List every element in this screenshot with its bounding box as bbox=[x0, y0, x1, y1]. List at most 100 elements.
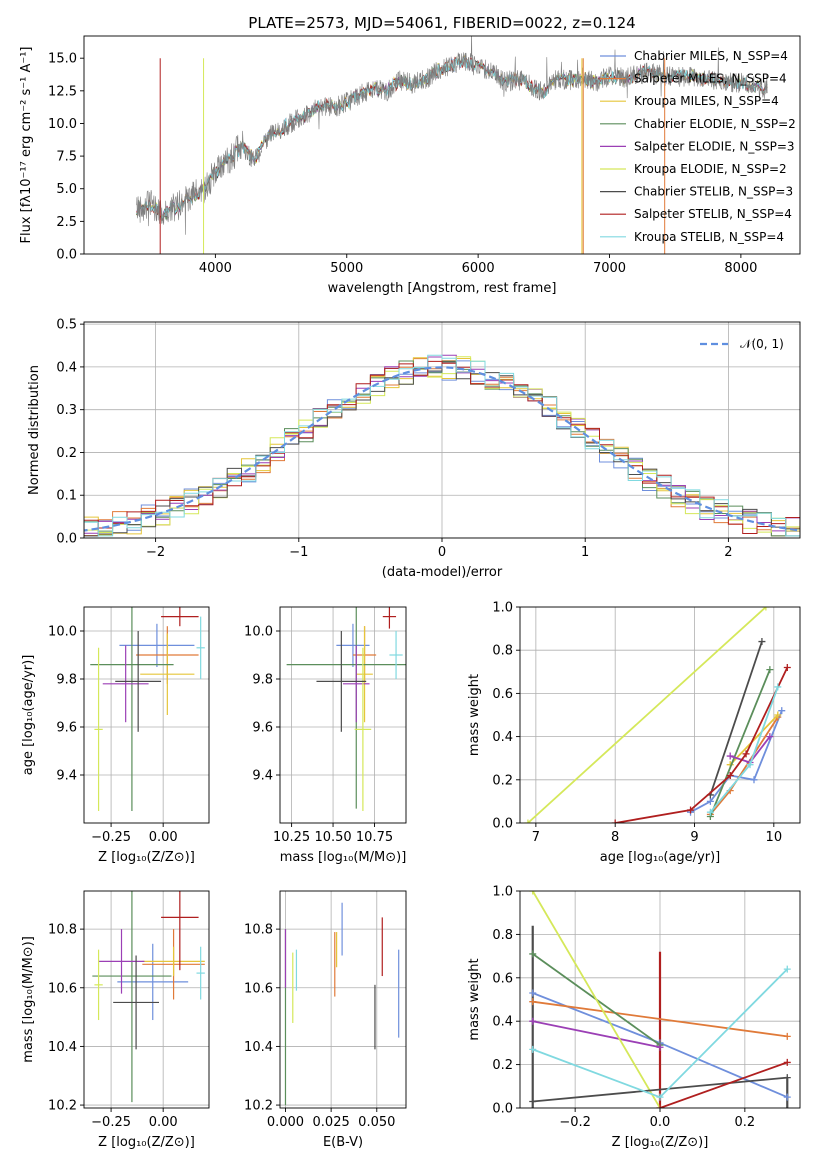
weight-point-marker bbox=[529, 998, 537, 1006]
x-tick-label: 5000 bbox=[330, 261, 363, 276]
legend-entry: Chabrier STELIB, N_SSP=3 bbox=[634, 185, 793, 199]
errorbar-point bbox=[196, 946, 205, 1000]
x-axis-label: Z [log₁₀(Z/Z⊙)] bbox=[98, 850, 195, 865]
panel-2-frame bbox=[83, 606, 210, 824]
x-axis-label: mass [log₁₀(M/M⊙)] bbox=[280, 850, 407, 865]
x-tick-label: 10.50 bbox=[314, 830, 351, 845]
y-tick-label: 0.2 bbox=[492, 1058, 513, 1073]
x-tick-label: 0.00 bbox=[149, 830, 178, 845]
y-tick-label: 0.5 bbox=[56, 318, 77, 333]
weight-series-line bbox=[709, 641, 763, 796]
y-tick-label: 0.2 bbox=[56, 446, 77, 461]
weight-point-marker bbox=[656, 1093, 664, 1101]
x-tick-label: 7000 bbox=[593, 261, 626, 276]
weight-point-marker bbox=[726, 752, 734, 760]
x-tick-label: −1 bbox=[289, 545, 308, 560]
legend-entry: Kroupa STELIB, N_SSP=4 bbox=[634, 230, 784, 244]
y-tick-label: 9.8 bbox=[252, 673, 273, 688]
x-axis-label: wavelength [Angstrom, rest frame] bbox=[328, 281, 557, 296]
y-tick-label: 1.0 bbox=[492, 885, 513, 900]
x-tick-label: −2 bbox=[146, 545, 165, 560]
y-tick-label: 10.8 bbox=[244, 923, 273, 938]
panel-0-plot-area bbox=[136, 36, 768, 254]
weight-point-marker bbox=[529, 891, 537, 895]
y-axis-label: mass [log₁₀(M/M⊙)] bbox=[21, 936, 36, 1063]
weight-series-line bbox=[729, 714, 779, 766]
x-tick-label: 10.25 bbox=[273, 830, 310, 845]
weight-series-line bbox=[532, 1000, 788, 1038]
weight-point-marker bbox=[774, 683, 782, 691]
y-tick-label: 0.4 bbox=[492, 730, 513, 745]
y-tick-label: 0.0 bbox=[56, 248, 77, 263]
y-tick-label: 7.5 bbox=[56, 150, 77, 165]
x-tick-label: −0.25 bbox=[91, 830, 131, 845]
weight-series-line bbox=[532, 1020, 661, 1049]
x-tick-label: 0.000 bbox=[267, 1115, 304, 1130]
errorbar-point bbox=[102, 645, 149, 723]
weight-point-marker bbox=[766, 733, 774, 741]
y-tick-label: 10.6 bbox=[48, 981, 77, 996]
histogram-step-line bbox=[84, 356, 800, 533]
errorbar-point bbox=[94, 949, 103, 1021]
x-tick-label: 10.75 bbox=[356, 830, 393, 845]
x-tick-label: 1 bbox=[581, 545, 589, 560]
panel-0-frame bbox=[83, 35, 801, 255]
weight-point-marker bbox=[611, 819, 619, 823]
weight-series-line bbox=[709, 669, 771, 817]
errorbar-point bbox=[161, 891, 199, 971]
weight-point-marker bbox=[687, 806, 695, 814]
panel-7-plot-area bbox=[520, 891, 800, 1108]
weight-point-marker bbox=[742, 750, 750, 758]
weight-point-marker bbox=[726, 771, 734, 779]
y-tick-label: 15.0 bbox=[48, 52, 77, 67]
weight-point-marker bbox=[774, 711, 782, 719]
errorbar-point bbox=[115, 631, 162, 732]
errorbar-point bbox=[140, 633, 195, 715]
x-axis-label: age [log₁₀(age/yr)] bbox=[600, 850, 721, 865]
y-axis-label: mass weight bbox=[467, 674, 482, 756]
legend-entry: Salpeter ELODIE, N_SSP=3 bbox=[634, 139, 795, 153]
legend-entry: Salpeter MILES, N_SSP=4 bbox=[634, 72, 787, 86]
errorbar-point bbox=[316, 631, 367, 732]
panel-5-frame bbox=[83, 890, 210, 1109]
y-tick-label: 0.8 bbox=[492, 928, 513, 943]
errorbar-point bbox=[94, 647, 103, 811]
legend-entry: Kroupa ELODIE, N_SSP=2 bbox=[634, 162, 787, 176]
histogram-step-line bbox=[84, 354, 800, 537]
x-axis-label: Z [log₁₀(Z/Z⊙)] bbox=[612, 1135, 709, 1150]
y-tick-label: 0.1 bbox=[56, 489, 77, 504]
y-tick-label: 0.8 bbox=[492, 644, 513, 659]
chart-title: PLATE=2573, MJD=54061, FIBERID=0022, z=0… bbox=[248, 14, 635, 32]
y-tick-label: 10.2 bbox=[244, 1099, 273, 1114]
errorbar-point bbox=[98, 929, 145, 994]
y-tick-label: 0.2 bbox=[492, 773, 513, 788]
x-tick-label: −0.2 bbox=[559, 1115, 591, 1130]
panel-4-frame bbox=[519, 606, 801, 824]
errorbar-point bbox=[161, 607, 199, 627]
y-axis-label: Flux [fλ10⁻¹⁷ erg cm⁻² s⁻¹ A⁻¹] bbox=[19, 47, 34, 244]
normal-reference-curve bbox=[84, 366, 800, 532]
panel-2-plot-area bbox=[84, 607, 209, 823]
legend-entry: Chabrier MILES, N_SSP=4 bbox=[634, 49, 788, 63]
errorbar-point bbox=[382, 607, 397, 629]
weight-point-marker bbox=[758, 638, 766, 646]
errorbar-point bbox=[90, 607, 174, 811]
y-tick-label: 9.4 bbox=[56, 769, 77, 784]
errorbar-point bbox=[356, 626, 373, 723]
x-tick-label: 4000 bbox=[199, 261, 232, 276]
y-tick-label: 2.5 bbox=[56, 215, 77, 230]
errorbar-point bbox=[142, 946, 205, 977]
y-tick-label: 5.0 bbox=[56, 182, 77, 197]
y-tick-label: 0.0 bbox=[492, 817, 513, 832]
x-tick-label: 8 bbox=[611, 830, 619, 845]
weight-point-marker bbox=[529, 1097, 537, 1105]
weight-point-marker bbox=[778, 707, 786, 715]
y-tick-label: 0.0 bbox=[56, 532, 77, 547]
legend-entry: Salpeter STELIB, N_SSP=4 bbox=[634, 207, 792, 221]
weight-point-marker bbox=[783, 965, 791, 973]
x-axis-label: (data-model)/error bbox=[382, 565, 503, 580]
weight-point-marker bbox=[656, 1043, 664, 1051]
x-tick-label: 8000 bbox=[724, 261, 757, 276]
x-tick-label: 0.050 bbox=[358, 1115, 395, 1130]
errorbar-point bbox=[92, 891, 172, 1103]
